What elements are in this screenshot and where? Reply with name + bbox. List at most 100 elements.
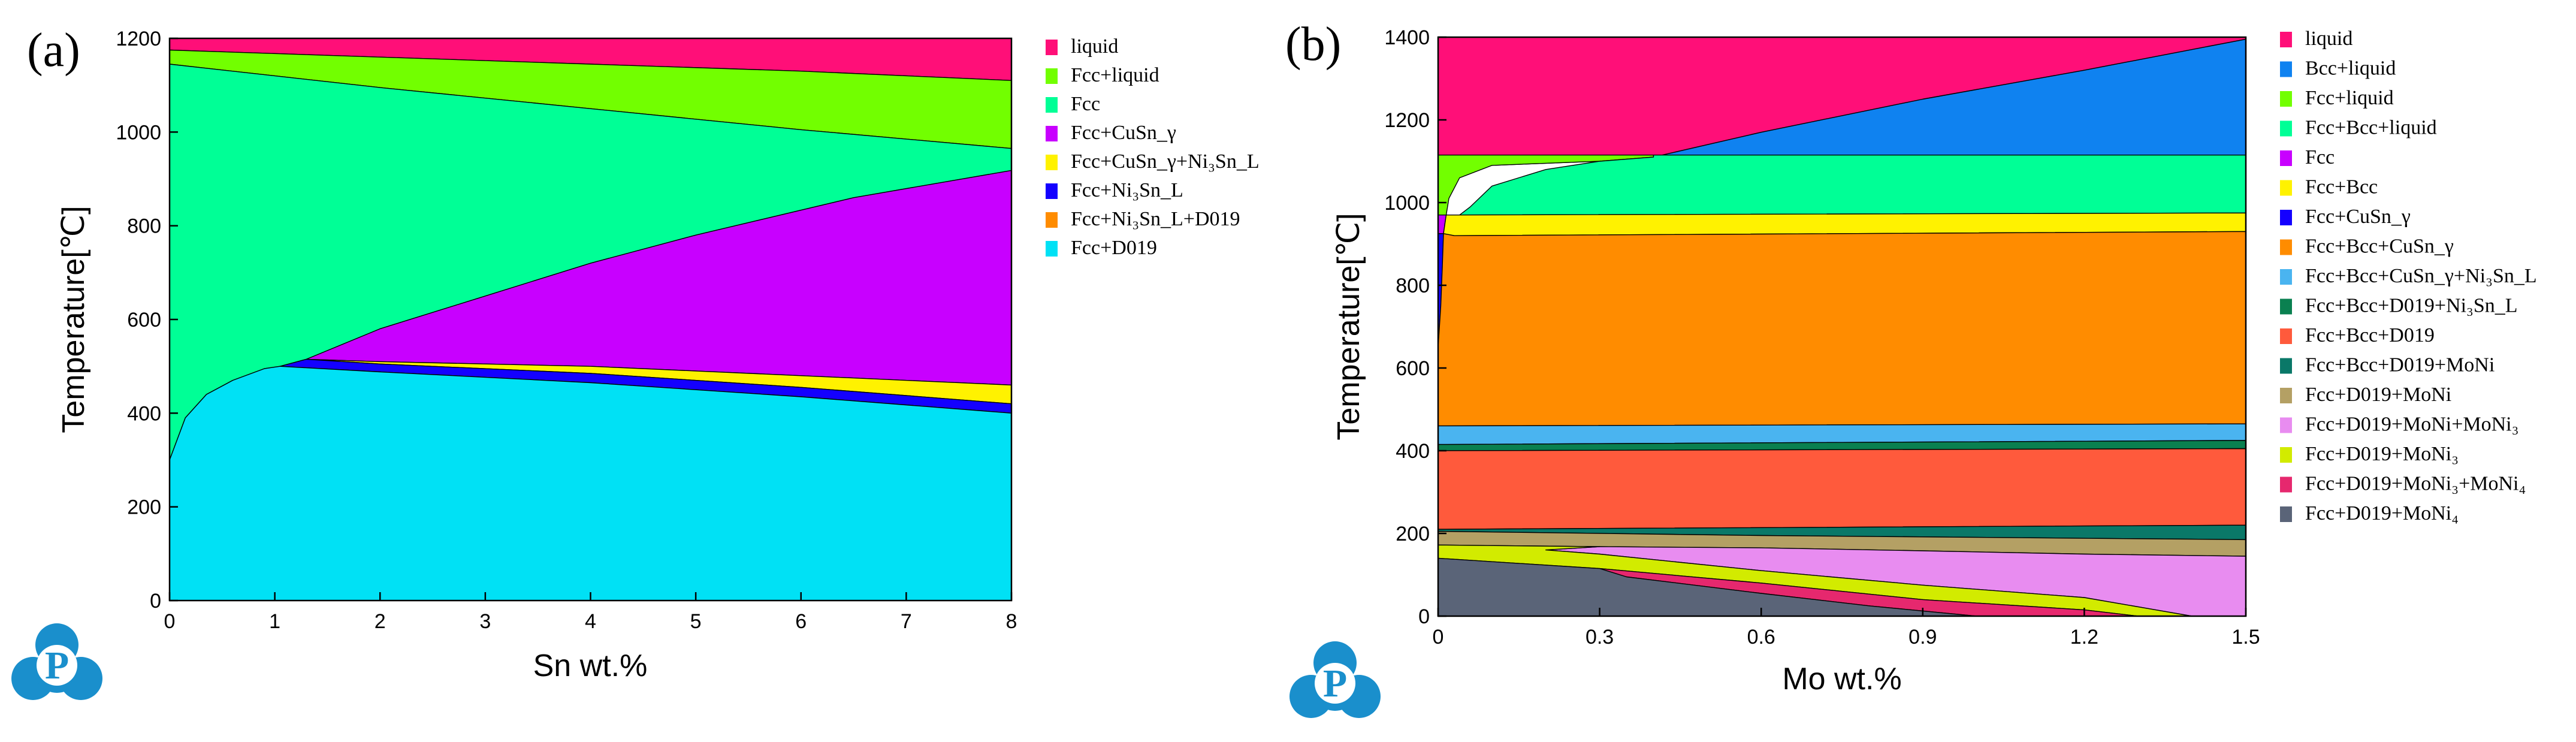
legend-label: Fcc+Ni₃Sn_L+D019 <box>1071 208 1240 230</box>
legend-swatch <box>2280 417 2292 433</box>
legend-swatch <box>1046 212 1058 228</box>
legend-swatch <box>2280 269 2292 285</box>
legend-label: Fcc <box>2305 146 2335 168</box>
legend-label: Fcc+liquid <box>1071 64 1159 86</box>
y-ticks-a: 0 200 400 600 800 1000 1200 <box>116 28 178 613</box>
legend-label: Fcc+D019+MoNi₃ <box>2305 443 2459 465</box>
legend-label: Fcc+CuSn_γ <box>1071 122 1176 144</box>
x-tick-label: 1 <box>269 610 280 633</box>
x-tick-label: 0 <box>164 610 176 633</box>
panel-label-b: (b) <box>1285 18 1341 71</box>
legend-swatch <box>2280 298 2292 315</box>
legend-swatch <box>1046 40 1058 55</box>
x-ticks-a: 0 1 2 3 4 5 6 7 8 <box>164 592 1017 633</box>
y-tick-label: 1200 <box>116 28 161 50</box>
legend-swatch <box>2280 32 2292 47</box>
y-tick-label: 200 <box>1396 523 1430 545</box>
legend-label: Fcc+D019 <box>1071 237 1157 259</box>
y-tick-label: 1200 <box>1384 109 1430 132</box>
panel-label-a: (a) <box>27 24 80 77</box>
x-tick-label: 6 <box>795 610 807 633</box>
legend-swatch <box>1046 155 1058 170</box>
legend-label: Fcc+Bcc+CuSn_γ+Ni₃Sn_L <box>2305 265 2537 287</box>
legend-b: liquid Bcc+liquid Fcc+liquid Fcc+Bcc+liquid… <box>2280 28 2537 524</box>
legend-label: liquid <box>1071 35 1118 58</box>
legend-swatch <box>2280 120 2292 137</box>
legend-swatch <box>2280 388 2292 403</box>
y-tick-label: 400 <box>127 402 161 425</box>
legend-swatch <box>2280 358 2292 374</box>
plot-frame-b <box>1437 36 2247 617</box>
legend-swatch <box>1046 183 1058 199</box>
y-tick-label: 1000 <box>1384 192 1430 215</box>
x-tick-label: 3 <box>479 610 491 633</box>
region-fcc-bcc-d019 <box>1438 448 2246 530</box>
plot-area-b <box>1438 37 2246 617</box>
legend-swatch <box>1046 126 1058 141</box>
y-tick-label: 200 <box>127 496 161 519</box>
y-tick-label: 600 <box>127 309 161 331</box>
legend-label: Fcc+Bcc+D019+MoNi <box>2305 354 2495 376</box>
legend-label: Fcc <box>1071 93 1100 115</box>
logo-letter-a: P <box>45 644 69 687</box>
x-ticks-b: 0 0.3 0.6 0.9 1.2 1.5 <box>1433 608 2260 649</box>
y-tick-label: 400 <box>1396 440 1430 463</box>
legend-swatch <box>2280 61 2292 77</box>
legend-swatch <box>1046 97 1058 113</box>
legend-label: Fcc+D019+MoNi <box>2305 384 2451 406</box>
legend-label: Fcc+D019+MoNi+MoNi₃ <box>2305 414 2519 436</box>
x-tick-label: 4 <box>585 610 596 633</box>
legend-swatch <box>2280 239 2292 255</box>
y-tick-label: 0 <box>150 590 161 613</box>
x-tick-label: 0.9 <box>1908 626 1937 649</box>
y-tick-label: 800 <box>127 215 161 238</box>
legend-label: Fcc+D019+MoNi₄ <box>2305 502 2459 524</box>
y-ticks-b: 0 200 400 600 800 1000 1200 1400 <box>1384 26 1446 628</box>
legend-label: Fcc+Bcc+D019 <box>2305 324 2435 346</box>
legend-label: Fcc+CuSn_γ+Ni₃Sn_L <box>1071 150 1260 173</box>
logo-icon-a: P <box>11 623 102 700</box>
plot-area-a <box>169 38 1012 601</box>
legend-label: Fcc+Bcc+CuSn_γ <box>2305 236 2454 258</box>
x-tick-label: 8 <box>1006 610 1017 633</box>
x-tick-label: 5 <box>690 610 702 633</box>
legend-swatch <box>2280 210 2292 225</box>
legend-swatch <box>2280 180 2292 196</box>
legend-swatch <box>1046 241 1058 257</box>
chart-panel-b: (b) 0 0.3 0.6 0.9 1.2 1.5 0 200 400 600 800 1000 12… <box>1285 18 2537 696</box>
y-tick-label: 600 <box>1396 357 1430 380</box>
x-tick-label: 0.3 <box>1586 626 1614 649</box>
y-axis-title-b: Temperature[℃] <box>1331 213 1366 440</box>
x-tick-label: 1.5 <box>2231 626 2260 649</box>
y-tick-label: 1000 <box>116 121 161 144</box>
x-tick-label: 0 <box>1433 626 1444 649</box>
chart-panel-a: (a) 0 1 2 3 4 5 6 7 8 0 200 400 600 800 1000 1200 Sn w… <box>27 24 1260 683</box>
legend-label: Fcc+Bcc+liquid <box>2305 117 2437 139</box>
legend-swatch <box>2280 476 2292 493</box>
legend-swatch <box>1046 68 1058 84</box>
y-axis-title-a: Temperature[℃] <box>56 206 91 433</box>
logo-icon-b: P <box>1289 641 1381 718</box>
logo-letter-b: P <box>1323 662 1347 705</box>
legend-swatch <box>2280 91 2292 107</box>
x-axis-title-a: Sn wt.% <box>533 649 648 683</box>
x-tick-label: 0.6 <box>1747 626 1775 649</box>
y-tick-label: 800 <box>1396 275 1430 297</box>
legend-label: Fcc+CuSn_γ <box>2305 206 2411 228</box>
y-tick-label: 0 <box>1418 605 1430 628</box>
x-axis-title-b: Mo wt.% <box>1782 662 1901 696</box>
region-fcc-bcc-cusn-gamma <box>1438 231 2246 427</box>
region-fcc-bcc-liquid <box>1459 155 2246 216</box>
legend-a: liquid Fcc+liquid Fcc Fcc+CuSn_γ Fcc+CuSn_γ+… <box>1046 35 1260 259</box>
legend-label: liquid <box>2305 28 2352 50</box>
legend-swatch <box>2280 328 2292 344</box>
legend-label: Bcc+liquid <box>2305 58 2396 80</box>
x-tick-label: 7 <box>901 610 912 633</box>
y-tick-label: 1400 <box>1384 26 1430 49</box>
legend-label: Fcc+Ni₃Sn_L <box>1071 179 1183 201</box>
legend-swatch <box>2280 150 2292 166</box>
legend-swatch <box>2280 506 2292 522</box>
legend-label: Fcc+Bcc+D019+Ni₃Sn_L <box>2305 295 2518 317</box>
legend-label: Fcc+liquid <box>2305 87 2394 109</box>
